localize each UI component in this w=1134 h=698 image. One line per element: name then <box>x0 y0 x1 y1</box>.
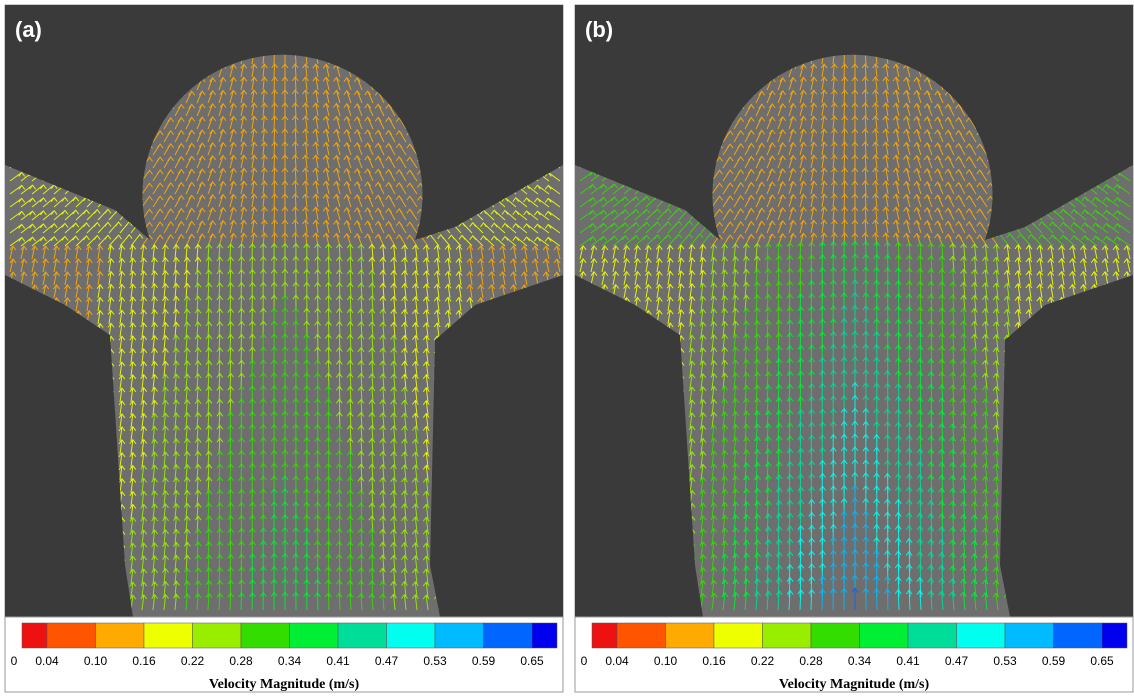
colorbar-tick-label: 0.65 <box>1090 654 1114 668</box>
colorbar-title: Velocity Magnitude (m/s) <box>779 677 930 692</box>
colorbar-tick-label: 0.59 <box>1042 654 1066 668</box>
colorbar-tick-label: 0.59 <box>472 654 496 668</box>
colorbar-title: Velocity Magnitude (m/s) <box>209 677 360 692</box>
colorbar-tick-label: 0.47 <box>375 654 399 668</box>
colorbar-segment <box>532 623 557 648</box>
colorbar-tick-label: 0.65 <box>520 654 544 668</box>
panel-label: (b) <box>585 17 613 42</box>
colorbar-segment <box>47 623 96 648</box>
colorbar-segment <box>714 623 763 648</box>
panel: (b) 0 0.04 0.10 0.16 0.22 0.28 0.34 0.41 0.47 0.53… <box>575 5 1133 692</box>
colorbar-segment <box>1102 623 1127 648</box>
colorbar-segment <box>1054 623 1103 648</box>
colorbar-tick-label: 0.41 <box>896 654 920 668</box>
colorbar-segment <box>144 623 193 648</box>
colorbar-segment <box>908 623 957 648</box>
colorbar-segment <box>290 623 339 648</box>
panel: (a) 0 0.04 0.10 0.16 0.22 0.28 0.34 0.41 0.47 0.53… <box>5 5 563 692</box>
colorbar-segment <box>1005 623 1054 648</box>
colorbar-segment <box>811 623 860 648</box>
colorbar-tick-label: 0.34 <box>848 654 872 668</box>
colorbar-tick-label: 0.47 <box>945 654 969 668</box>
colorbar-segment <box>96 623 145 648</box>
colorbar-segment <box>763 623 812 648</box>
colorbar-segment <box>338 623 387 648</box>
colorbar-segment <box>22 623 47 648</box>
colorbar-segment <box>957 623 1006 648</box>
colorbar-tick-label: 0.16 <box>702 654 726 668</box>
colorbar-tick-label: 0.53 <box>993 654 1017 668</box>
colorbar-tick-label: 0.04 <box>605 654 629 668</box>
colorbar-tick-label: 0.41 <box>326 654 350 668</box>
colorbar-segment <box>435 623 484 648</box>
colorbar-tick-label: 0.16 <box>132 654 156 668</box>
colorbar-tick-label: 0.04 <box>35 654 59 668</box>
colorbar-segment <box>241 623 290 648</box>
colorbar-tick-label: 0 <box>581 654 588 668</box>
colorbar-segment <box>484 623 533 648</box>
panel-label: (a) <box>15 17 42 42</box>
colorbar-tick-label: 0.28 <box>799 654 823 668</box>
colorbar-segment <box>617 623 666 648</box>
colorbar-tick-label: 0.53 <box>423 654 447 668</box>
colorbar-segment <box>387 623 436 648</box>
colorbar-segment <box>666 623 715 648</box>
colorbar-tick-label: 0.22 <box>751 654 775 668</box>
colorbar-segment <box>193 623 242 648</box>
colorbar-tick-label: 0 <box>11 654 18 668</box>
colorbar-tick-label: 0.22 <box>181 654 205 668</box>
colorbar-tick-label: 0.28 <box>229 654 253 668</box>
colorbar-tick-label: 0.10 <box>84 654 108 668</box>
colorbar-segment <box>592 623 617 648</box>
colorbar-tick-label: 0.10 <box>654 654 678 668</box>
colorbar-segment <box>860 623 909 648</box>
colorbar-tick-label: 0.34 <box>278 654 302 668</box>
